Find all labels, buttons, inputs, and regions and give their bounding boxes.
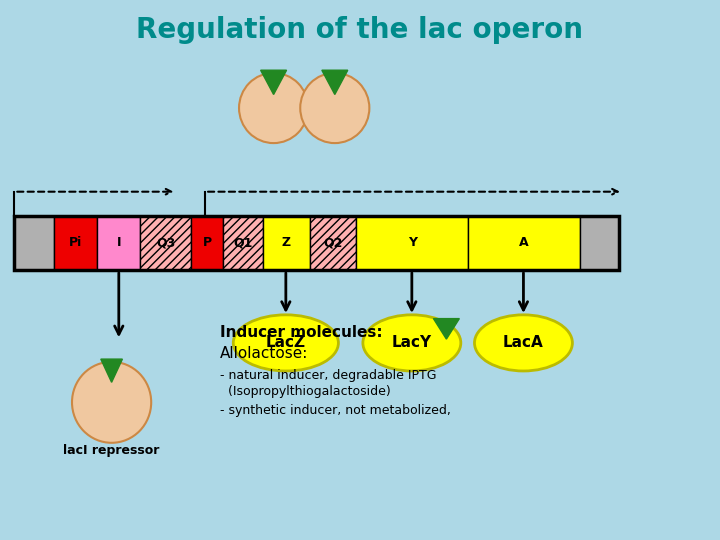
Text: LacZ: LacZ xyxy=(266,335,306,350)
Polygon shape xyxy=(101,359,122,382)
Text: Regulation of the lac operon: Regulation of the lac operon xyxy=(137,16,583,44)
Bar xyxy=(310,216,356,270)
Polygon shape xyxy=(261,70,287,94)
Text: Allolactose:: Allolactose: xyxy=(220,346,308,361)
Bar xyxy=(263,216,310,270)
Text: Pi: Pi xyxy=(69,237,82,249)
Bar xyxy=(191,216,223,270)
Text: - natural inducer, degradable IPTG: - natural inducer, degradable IPTG xyxy=(220,369,436,382)
Bar xyxy=(140,216,191,270)
Text: LacA: LacA xyxy=(503,335,544,350)
Ellipse shape xyxy=(300,73,369,143)
Text: A: A xyxy=(519,237,528,249)
Bar xyxy=(580,216,619,270)
Text: Y: Y xyxy=(408,237,417,249)
Polygon shape xyxy=(322,70,348,94)
Ellipse shape xyxy=(474,315,572,371)
Text: - synthetic inducer, not metabolized,: - synthetic inducer, not metabolized, xyxy=(220,404,451,417)
Text: I: I xyxy=(117,237,121,249)
Text: lacI repressor: lacI repressor xyxy=(63,444,160,457)
Text: Q1: Q1 xyxy=(233,237,253,249)
Text: Inducer molecules:: Inducer molecules: xyxy=(220,325,382,340)
Text: (Isopropylthiogalactoside): (Isopropylthiogalactoside) xyxy=(220,385,390,398)
Bar xyxy=(14,216,54,270)
Ellipse shape xyxy=(239,73,308,143)
Polygon shape xyxy=(433,319,459,339)
Ellipse shape xyxy=(363,315,461,371)
Bar xyxy=(468,216,580,270)
Bar xyxy=(54,216,97,270)
Bar xyxy=(14,216,619,270)
Bar xyxy=(356,216,468,270)
Text: Z: Z xyxy=(282,237,291,249)
Ellipse shape xyxy=(72,362,151,443)
Text: Q3: Q3 xyxy=(156,237,175,249)
Text: P: P xyxy=(202,237,212,249)
Bar xyxy=(97,216,140,270)
Ellipse shape xyxy=(233,315,338,371)
Bar xyxy=(223,216,263,270)
Text: LacY: LacY xyxy=(392,335,432,350)
Text: Q2: Q2 xyxy=(323,237,343,249)
